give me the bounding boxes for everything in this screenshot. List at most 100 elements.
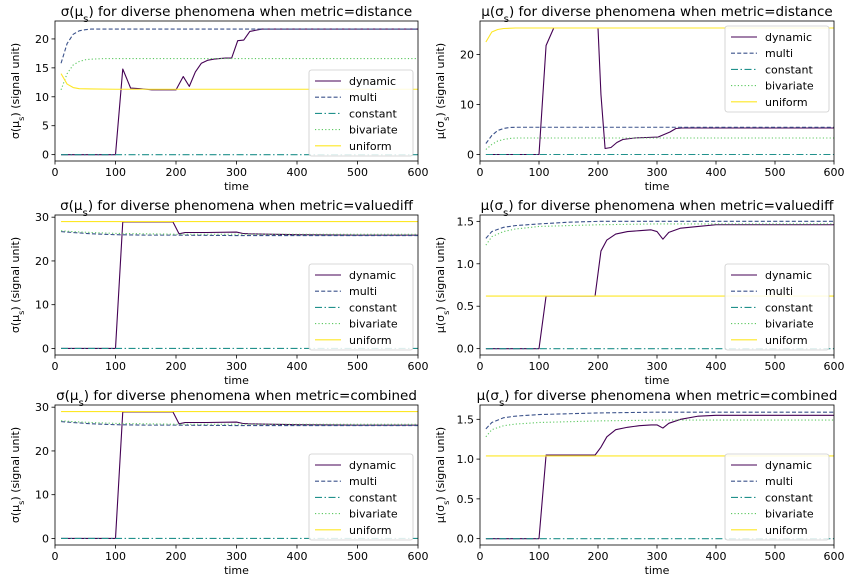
y-tick-label: 0.0 xyxy=(457,343,475,356)
series-line-bivariate xyxy=(485,419,834,438)
x-tick-label: 600 xyxy=(408,166,429,179)
x-tick-label: 400 xyxy=(287,360,308,373)
series-line-bivariate xyxy=(61,420,418,425)
chart-title-prefix: σ(μ xyxy=(60,198,83,214)
x-tick-label: 0 xyxy=(477,550,484,563)
chart-title-prefix: σ(μ xyxy=(56,388,79,404)
legend-label-uniform: uniform xyxy=(349,140,392,153)
legend-label-bivariate: bivariate xyxy=(765,80,814,93)
legend-label-multi: multi xyxy=(765,285,793,298)
chart-title-suffix: ) for diverse phenomena when metric=comb… xyxy=(504,388,837,404)
chart-title-suffix: ) for diverse phenomena when metric=comb… xyxy=(84,388,417,404)
chart-title-suffix: ) for diverse phenomena when metric=valu… xyxy=(88,198,414,214)
series-line-dynamic xyxy=(485,224,834,350)
legend-label-dynamic: dynamic xyxy=(765,269,812,282)
chart-title-sub: s xyxy=(78,398,83,409)
x-tick-label: 100 xyxy=(529,550,550,563)
series-line-dynamic xyxy=(485,414,834,540)
x-tick-label: 0 xyxy=(477,166,484,179)
chart-title: μ(σs) for diverse phenomena when metric=… xyxy=(481,4,832,25)
x-axis-label: time xyxy=(645,564,670,577)
series-line-multi xyxy=(61,231,418,237)
x-tick-label: 100 xyxy=(529,360,550,373)
legend-label-uniform: uniform xyxy=(765,334,808,347)
series-line-bivariate xyxy=(61,230,418,235)
x-tick-label: 600 xyxy=(824,550,845,563)
y-tick-label: 1.5 xyxy=(457,413,475,426)
x-tick-label: 200 xyxy=(166,360,187,373)
x-tick-label: 300 xyxy=(226,166,247,179)
series-line-bivariate xyxy=(485,223,834,246)
x-tick-label: 400 xyxy=(706,166,727,179)
y-tick-label: 20 xyxy=(460,49,474,62)
x-tick-label: 100 xyxy=(105,360,126,373)
y-axis-label-prefix: μ(σ xyxy=(434,121,447,139)
chart-panel-4: 0 100 200 300 400 500 6000.00.51.01.5timeμ(σs)… xyxy=(434,198,845,387)
y-axis-label-prefix: σ(μ xyxy=(9,505,22,523)
series-line-multi xyxy=(60,28,418,64)
y-tick-label: 0 xyxy=(467,149,474,162)
x-tick-label: 500 xyxy=(347,550,368,563)
legend-box xyxy=(724,453,830,541)
legend: dynamic multi constant bivariate uniform xyxy=(308,69,414,157)
y-axis-label-sub: s xyxy=(16,501,26,505)
y-tick-label: 10 xyxy=(35,91,49,104)
x-tick-label: 500 xyxy=(347,360,368,373)
y-tick-label: 20 xyxy=(35,255,49,268)
y-axis-label-sub: s xyxy=(16,117,26,121)
legend-label-multi: multi xyxy=(765,475,793,488)
y-tick-label: 30 xyxy=(35,211,49,224)
chart-title-sub: s xyxy=(83,14,88,25)
x-axis-label: time xyxy=(224,564,249,577)
legend-box xyxy=(308,453,414,541)
y-tick-label: 1.0 xyxy=(457,453,475,466)
x-axis-label: time xyxy=(224,374,249,387)
x-tick-label: 0 xyxy=(52,360,59,373)
y-axis-label-prefix: σ(μ xyxy=(9,121,22,139)
y-axis-label: μ(σs) (signal unit) xyxy=(434,43,451,139)
chart-title-suffix: ) for diverse phenomena when metric=valu… xyxy=(508,198,834,214)
legend-label-uniform: uniform xyxy=(765,96,808,109)
y-tick-label: 10 xyxy=(460,99,474,112)
series-line-multi xyxy=(485,126,834,144)
y-axis-label: σ(μs) (signal unit) xyxy=(9,427,26,523)
chart-title-prefix: μ(σ xyxy=(481,198,504,214)
chart-title: μ(σs) for diverse phenomena when metric=… xyxy=(477,388,838,409)
x-tick-label: 400 xyxy=(287,550,308,563)
legend-label-dynamic: dynamic xyxy=(349,75,396,88)
y-tick-label: 1.5 xyxy=(457,215,475,228)
y-axis-label-prefix: μ(σ xyxy=(434,315,447,333)
chart-title-sub: s xyxy=(83,208,88,219)
x-tick-label: 0 xyxy=(52,550,59,563)
x-axis-label: time xyxy=(224,180,249,193)
legend-label-constant: constant xyxy=(349,491,398,504)
legend-label-multi: multi xyxy=(765,47,793,60)
y-axis-label-prefix: μ(σ xyxy=(434,505,447,523)
x-tick-label: 200 xyxy=(588,166,609,179)
y-tick-label: 20 xyxy=(35,445,49,458)
legend: dynamic multi constant bivariate uniform xyxy=(724,25,830,113)
y-axis-label-sub: s xyxy=(441,311,451,315)
legend-box xyxy=(724,263,830,351)
x-tick-label: 200 xyxy=(166,550,187,563)
x-tick-label: 300 xyxy=(647,166,668,179)
x-tick-label: 500 xyxy=(765,550,786,563)
legend-label-multi: multi xyxy=(349,475,377,488)
legend-label-uniform: uniform xyxy=(349,334,392,347)
legend-label-bivariate: bivariate xyxy=(765,508,814,521)
chart-title-suffix: ) for diverse phenomena when metric=dist… xyxy=(509,4,833,20)
y-tick-label: 1.0 xyxy=(457,258,475,271)
y-tick-label: 0 xyxy=(42,149,49,162)
x-tick-label: 500 xyxy=(765,360,786,373)
legend-label-bivariate: bivariate xyxy=(349,508,398,521)
x-tick-label: 400 xyxy=(706,360,727,373)
y-axis-label-sub: s xyxy=(441,501,451,505)
x-axis-label: time xyxy=(645,180,670,193)
y-axis-label-suffix: ) (signal unit) xyxy=(434,427,447,501)
y-tick-label: 20 xyxy=(35,33,49,46)
y-tick-label: 15 xyxy=(35,62,49,75)
legend-label-dynamic: dynamic xyxy=(765,31,812,44)
